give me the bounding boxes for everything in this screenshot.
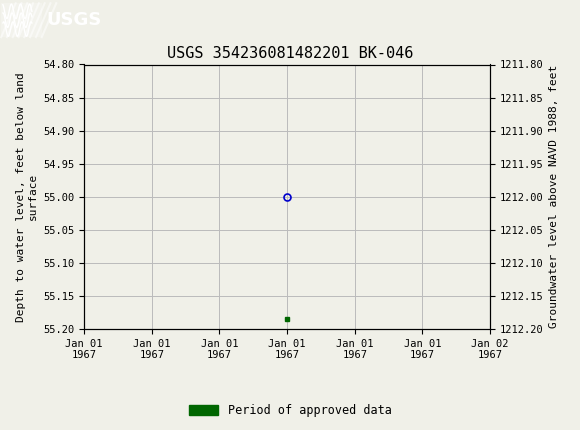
Text: USGS: USGS [46,11,102,29]
Bar [1,3,42,37]
Y-axis label: Depth to water level, feet below land
surface: Depth to water level, feet below land su… [16,72,38,322]
Y-axis label: Groundwater level above NAVD 1988, feet: Groundwater level above NAVD 1988, feet [549,65,559,329]
Legend: Period of approved data: Period of approved data [184,399,396,422]
Text: USGS 354236081482201 BK-046: USGS 354236081482201 BK-046 [167,46,413,61]
